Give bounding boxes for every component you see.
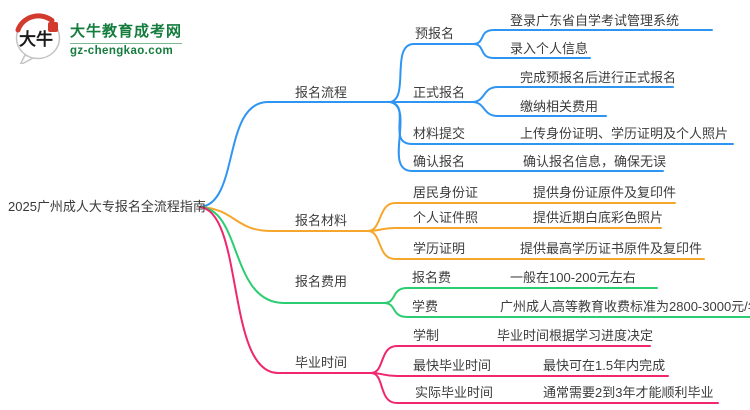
leaf-confirm-info-correct[interactable]: 确认报名信息，确保无误 — [523, 154, 667, 169]
leaf-id-original-and-copy[interactable]: 提供身份证原件及复印件 — [533, 185, 677, 200]
subtopic-formal-registration[interactable]: 正式报名 — [413, 85, 466, 100]
site-url: gz-chengkao.com — [70, 44, 174, 57]
branch-lines-graduation-time — [199, 206, 719, 404]
subtopic-actual-graduation[interactable]: 实际毕业时间 — [415, 385, 494, 400]
branch-lines-registration-process — [199, 29, 734, 208]
subtopic-pre-registration[interactable]: 预报名 — [415, 26, 455, 41]
subtopic-tuition[interactable]: 学费 — [412, 299, 439, 314]
branch-topic-graduation-time[interactable]: 毕业时间 — [295, 355, 348, 370]
leaf-formal-after-pre[interactable]: 完成预报名后进行正式报名 — [520, 70, 677, 85]
logo-wordmark: 大牛教育成考网 gz-chengkao.com — [70, 20, 183, 57]
subtopic-fastest-graduation[interactable]: 最快毕业时间 — [413, 358, 492, 373]
svg-text:大牛: 大牛 — [19, 29, 53, 49]
logo-bubble-icon: 大牛 — [15, 13, 61, 64]
subtopic-personal-id-photo[interactable]: 个人证件照 — [413, 210, 479, 225]
subtopic-confirm-registration[interactable]: 确认报名 — [413, 154, 466, 169]
leaf-tuition-standard[interactable]: 广州成人高等教育收费标准为2800-3000元/年 — [500, 299, 750, 314]
leaf-usually-2-3-years[interactable]: 通常需要2到3年才能顺利毕业 — [543, 385, 714, 400]
leaf-upload-id-edu-photo[interactable]: 上传身份证明、学历证明及个人照片 — [520, 126, 729, 141]
branch-lines-registration-fees — [199, 206, 750, 318]
site-logo[interactable]: 大牛 大牛教育成考网 gz-chengkao.com — [12, 12, 183, 64]
leaf-depends-on-progress[interactable]: 毕业时间根据学习进度决定 — [497, 328, 654, 343]
branch-topic-registration-fees[interactable]: 报名费用 — [295, 274, 348, 289]
logo-divider — [70, 42, 183, 44]
leaf-recent-white-bg-photo[interactable]: 提供近期白底彩色照片 — [533, 210, 664, 225]
leaf-pay-related-fees[interactable]: 缴纳相关费用 — [520, 99, 599, 114]
leaf-fee-100-200[interactable]: 一般在100-200元左右 — [510, 270, 636, 285]
site-name: 大牛教育成考网 — [70, 22, 183, 40]
root-topic[interactable]: 2025广州成人大专报名全流程指南 — [8, 199, 206, 214]
leaf-enter-personal-info[interactable]: 录入个人信息 — [510, 41, 589, 56]
branch-topic-registration-materials[interactable]: 报名材料 — [295, 213, 348, 228]
subtopic-study-length[interactable]: 学制 — [413, 328, 440, 343]
subtopic-education-proof[interactable]: 学历证明 — [413, 241, 466, 256]
leaf-highest-diploma-and-copy[interactable]: 提供最高学历证书原件及复印件 — [520, 241, 703, 256]
subtopic-resident-id-card[interactable]: 居民身份证 — [413, 185, 479, 200]
subtopic-material-submission[interactable]: 材料提交 — [413, 126, 466, 141]
branch-topic-registration-process[interactable]: 报名流程 — [295, 85, 348, 100]
subtopic-registration-fee[interactable]: 报名费 — [412, 270, 452, 285]
branch-lines-registration-materials — [199, 202, 705, 260]
leaf-fastest-1-5-years[interactable]: 最快可在1.5年内完成 — [543, 358, 666, 373]
leaf-login-gd-selfstudy-system[interactable]: 登录广东省自学考试管理系统 — [510, 13, 680, 28]
